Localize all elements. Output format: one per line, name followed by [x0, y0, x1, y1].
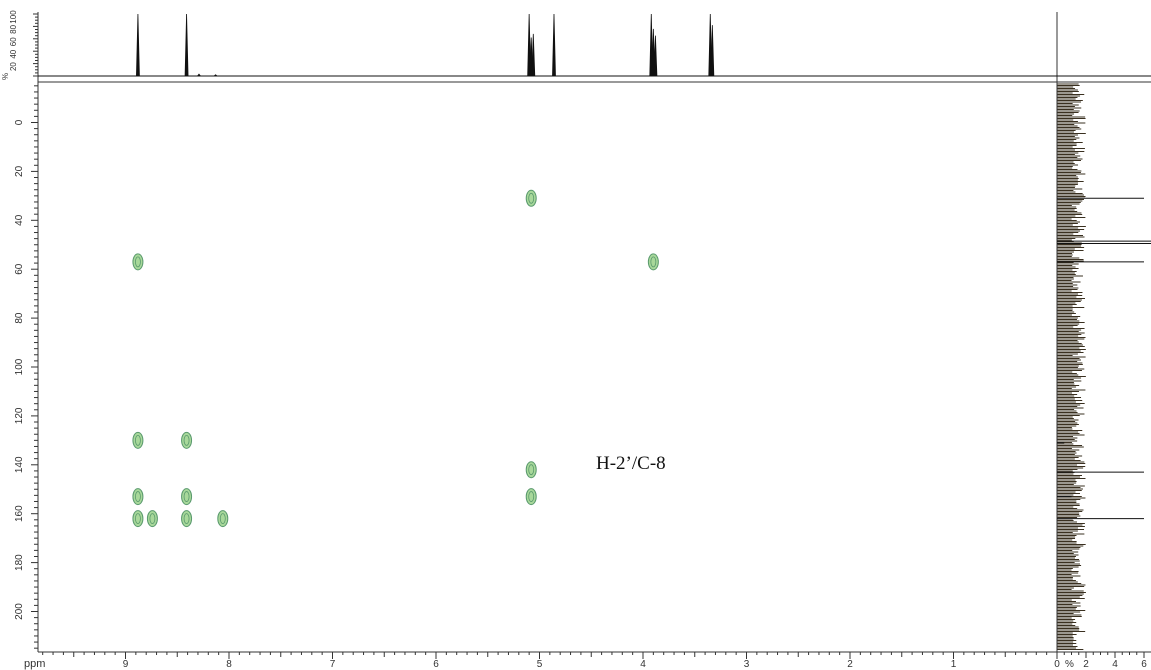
annotation-h2-c8: H-2’/C-8 [596, 453, 666, 474]
y-tick-label: 180 [14, 554, 25, 571]
cross-peak [132, 488, 144, 506]
x-tick-label: 5 [537, 659, 543, 670]
y-tick-label: 0 [14, 119, 25, 125]
top-spectrum-peak [552, 13, 556, 77]
cross-peak [181, 431, 193, 449]
top-spectrum-peak [184, 13, 189, 77]
x-tick-label: 3 [744, 659, 750, 670]
x-axis-unit-label: ppm [24, 658, 45, 670]
y-tick-label: 140 [14, 456, 25, 473]
side-axis-label: 6 [1141, 659, 1147, 670]
top-axis-label: 60 [9, 37, 18, 46]
top-projection-spectrum [38, 13, 1151, 77]
cross-peak [525, 189, 537, 207]
y-tick-label: 40 [14, 214, 25, 226]
side-projection-ticks: 2 4 6 [1056, 652, 1147, 670]
top-spectrum-peak [136, 13, 140, 77]
cross-peak [181, 488, 193, 506]
top-spectrum-peak [527, 13, 532, 77]
cross-peak [146, 510, 158, 528]
cross-peak [525, 461, 537, 479]
cross-peak [217, 510, 229, 528]
x-tick-label: 6 [433, 659, 439, 670]
x-tick-label: 7 [330, 659, 336, 670]
side-axis-label: 2 [1083, 659, 1089, 670]
top-axis-label: 80 [9, 24, 18, 33]
top-spectrum-peak [531, 33, 536, 77]
x-tick-label: 9 [123, 659, 129, 670]
top-spectrum-peak [212, 74, 219, 77]
x-tick-label: 1 [951, 659, 957, 670]
top-spectrum-peak [653, 35, 658, 77]
top-axis-label: 100 [9, 10, 18, 24]
top-axis-label: 40 [9, 49, 18, 58]
x-axis-ticks: 9 8 7 6 5 4 3 2 1 0 [42, 652, 1060, 670]
y-tick-label: 100 [14, 358, 25, 375]
y-tick-label: 20 [14, 165, 25, 177]
y-tick-label: 80 [14, 312, 25, 324]
y-tick-label: 160 [14, 505, 25, 522]
side-axis-label: 4 [1112, 659, 1118, 670]
x-tick-label: 2 [847, 659, 853, 670]
y-tick-label: 60 [14, 263, 25, 275]
y-tick-label: 200 [14, 603, 25, 620]
side-projection-axis-label: % [1065, 659, 1074, 670]
top-projection-axis-label: % [1, 73, 10, 80]
cross-peak [647, 253, 659, 271]
x-tick-label: 0 [1054, 659, 1060, 670]
side-projection-spectrum [1057, 83, 1151, 651]
x-tick-label: 4 [640, 659, 646, 670]
top-axis-label: 20 [9, 62, 18, 71]
cross-peak [132, 431, 144, 449]
y-tick-label: 120 [14, 407, 25, 424]
y-axis-ticks: 0 20 40 60 80 100 120 140 160 180 200 [14, 85, 38, 649]
top-spectrum-peak [710, 25, 715, 77]
x-tick-label: 8 [226, 659, 232, 670]
cross-peak [132, 510, 144, 528]
cross-peak [132, 253, 144, 271]
cross-peaks [132, 189, 659, 528]
top-spectrum-peak [196, 73, 202, 77]
cross-peak [525, 488, 537, 506]
cross-peak [181, 510, 193, 528]
side-spectrum-noise [1057, 83, 1086, 651]
